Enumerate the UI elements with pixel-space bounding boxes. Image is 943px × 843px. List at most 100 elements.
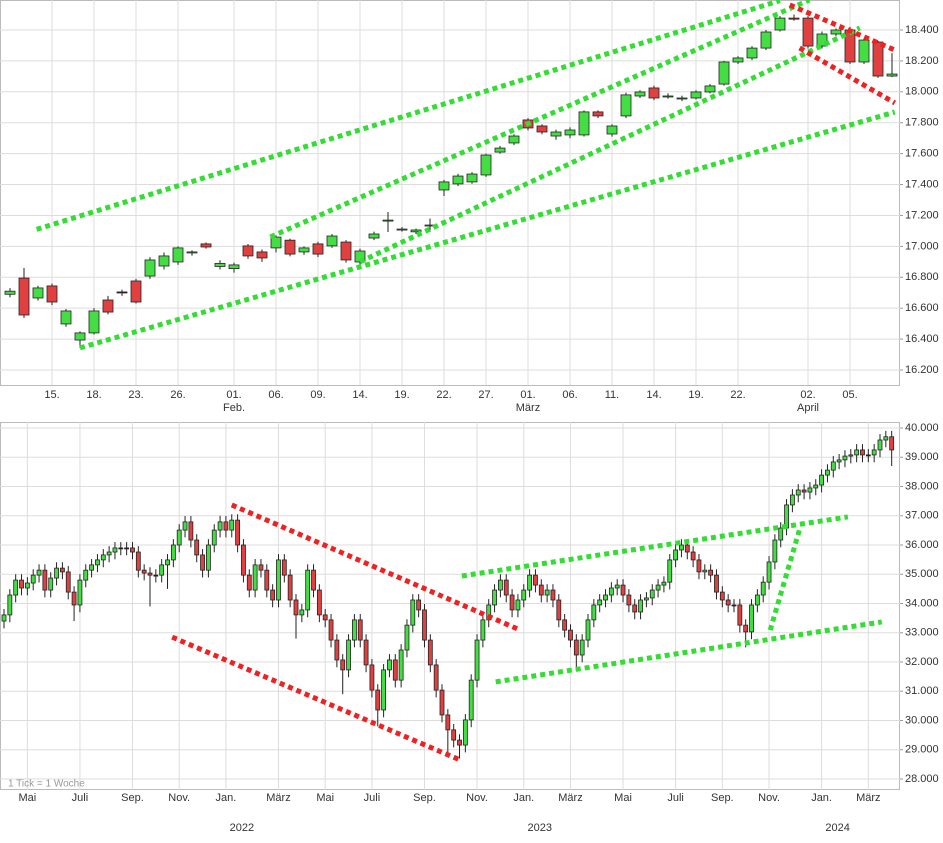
y-tick-label: 31.000	[905, 685, 939, 697]
candle-body	[550, 131, 562, 137]
candle-body	[842, 455, 848, 461]
candle-body	[620, 94, 632, 117]
candle-body	[200, 554, 205, 571]
trend-line	[495, 619, 883, 685]
candle-body	[176, 529, 182, 546]
x-tick-label: 06.	[268, 389, 283, 401]
candle-body	[312, 243, 324, 255]
candle-body	[165, 559, 170, 566]
candle-body	[334, 639, 340, 661]
candle-body	[746, 47, 758, 59]
candle-body	[606, 125, 618, 135]
y-tick-label: 17.800	[905, 117, 939, 129]
candle-body	[392, 659, 398, 681]
candle-body	[492, 589, 497, 606]
candle-body	[732, 57, 744, 63]
candle-body	[468, 679, 474, 721]
candle-body	[42, 569, 48, 591]
candle-body	[872, 41, 884, 77]
y-tick-label: 16.800	[905, 271, 939, 283]
candle-body	[807, 487, 813, 493]
candle-body	[778, 527, 784, 541]
candle-body	[708, 569, 714, 576]
candle-body	[217, 521, 223, 531]
candle-body	[135, 551, 141, 571]
candle-body	[480, 619, 486, 641]
candle-body	[144, 259, 156, 277]
trend-line	[788, 2, 896, 53]
candle-body	[544, 589, 550, 596]
y-tick-label: 33.000	[905, 627, 939, 639]
candle-body	[704, 85, 716, 93]
x-tick-label: März	[266, 792, 290, 804]
candle-body	[328, 619, 334, 641]
candle-body	[439, 689, 445, 716]
candle-body	[404, 624, 410, 651]
y-tick-label: 16.200	[905, 364, 939, 376]
candle-body	[258, 564, 264, 571]
candle-body	[536, 125, 548, 133]
candle-body	[743, 624, 749, 633]
candle-body	[130, 547, 135, 553]
candle-body	[585, 619, 591, 641]
candle-body	[427, 639, 433, 666]
candle-body	[877, 439, 883, 451]
candle-body	[819, 474, 824, 486]
candle-body	[252, 564, 258, 591]
candle-body	[346, 639, 351, 671]
x-group-label: 2024	[825, 822, 849, 834]
candle-body	[749, 604, 754, 633]
candle-body	[860, 449, 865, 456]
y-tick-label: 35.000	[905, 568, 939, 580]
candle-body	[858, 39, 870, 63]
candle-body	[638, 599, 643, 613]
candle-body	[270, 236, 282, 249]
candle-body	[382, 219, 394, 222]
x-tick-label: 11.	[605, 389, 619, 401]
candle-body	[527, 574, 532, 591]
candle-body	[573, 639, 579, 656]
x-tick-label: 09.	[310, 389, 325, 401]
candle-body	[351, 619, 357, 641]
candle-body	[200, 243, 212, 248]
candle-body	[18, 277, 30, 316]
candle-body	[457, 739, 462, 746]
candle-body	[515, 599, 521, 611]
candle-body	[608, 587, 614, 596]
candle-body	[95, 559, 100, 566]
candle-body	[311, 569, 316, 591]
candle-body	[322, 614, 328, 621]
trend-line	[230, 502, 522, 633]
candle-body	[396, 228, 408, 231]
candle-body	[223, 521, 229, 531]
candle-body	[242, 245, 254, 257]
candle-body	[4, 290, 16, 295]
y-tick-label: 16.400	[905, 333, 939, 345]
candle-body	[662, 95, 674, 98]
candle-body	[13, 579, 19, 596]
candle-body	[357, 619, 363, 641]
x-tick-label: 14.	[352, 389, 367, 401]
panel-frame	[0, 422, 900, 790]
y-tick-label: 30.000	[905, 714, 939, 726]
candle-body	[620, 584, 626, 596]
x-group-label: März	[516, 402, 540, 414]
candle-body	[578, 111, 590, 136]
y-tick-label: 40.000	[905, 422, 939, 434]
x-tick-label: 01.	[226, 389, 241, 401]
candle-body	[690, 91, 702, 99]
trend-line	[79, 109, 896, 351]
candle-body	[54, 567, 59, 579]
candles	[4, 0, 898, 351]
candle-body	[74, 332, 86, 341]
candle-body	[886, 73, 898, 77]
candle-body	[65, 571, 71, 593]
candle-body	[825, 469, 830, 476]
candle-body	[556, 599, 562, 621]
candle-body	[731, 604, 737, 607]
x-tick-label: 02.	[800, 389, 815, 401]
candle-body	[433, 664, 439, 691]
y-tick-label: 17.400	[905, 178, 939, 190]
candle-body	[287, 574, 293, 601]
